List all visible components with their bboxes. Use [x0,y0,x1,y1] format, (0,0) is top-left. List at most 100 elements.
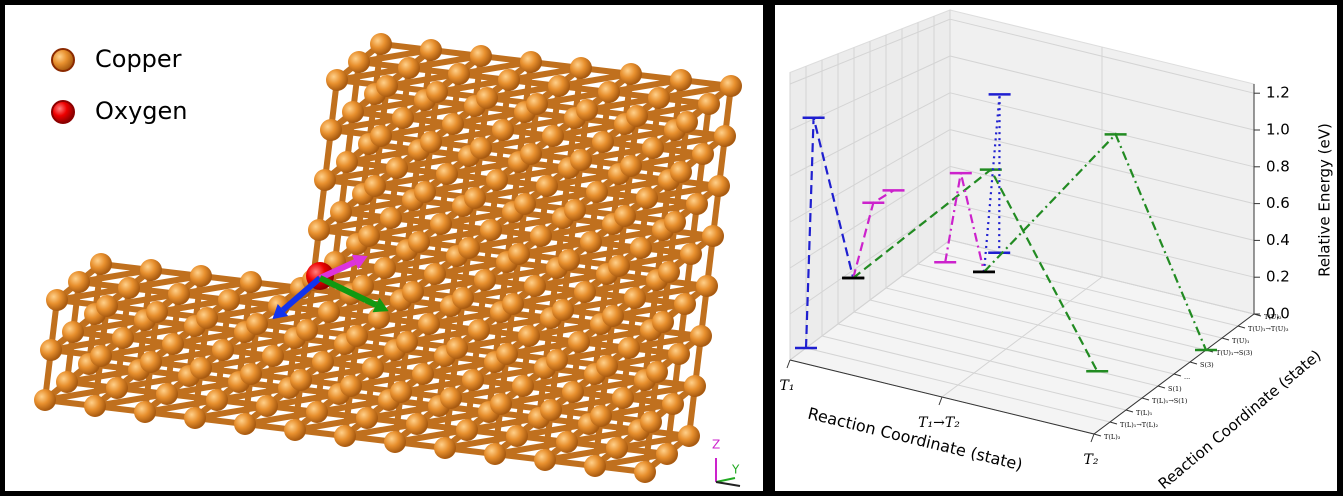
z-tick-label: 1.0 [1266,121,1290,139]
bond [106,291,180,309]
bond [128,273,202,291]
z-tick-label: 0.0 [1266,305,1290,323]
copper-atom [630,237,652,259]
copper-atom [352,275,374,297]
copper-atom [426,81,448,103]
copper-atom [652,311,674,333]
copper-atom [326,69,348,91]
bond [624,201,698,219]
copper-atom [418,313,440,335]
bond [100,341,174,359]
copper-atom [68,271,90,293]
grid-line [837,323,1143,399]
bond [468,233,542,251]
bond [436,77,510,95]
copper-atom [34,389,56,411]
copper-atom [686,193,708,215]
copper-atom [658,261,680,283]
copper-atom [368,307,390,329]
x-tick [786,359,791,369]
bond [506,339,580,357]
bond [316,397,390,415]
copper-atom [396,331,418,353]
legend-marker [51,100,75,124]
arrow-head [351,254,368,270]
arrow-head [372,297,389,313]
bond [358,47,432,65]
bond [150,347,224,365]
copper-atom [284,419,306,441]
legend-label: Copper [95,45,182,73]
copper-atom [514,193,536,215]
legend-label: Oxygen [95,97,188,125]
copper-atom [584,455,606,477]
bond [366,403,440,421]
copper-atom [262,345,284,367]
copper-atom [714,125,736,147]
bond [300,365,374,383]
bond [544,445,618,463]
copper-atom [530,225,552,247]
copper-atom [670,161,692,183]
copper-atom [492,119,514,141]
z-tick-label: 0.2 [1266,268,1290,286]
copper-atom [486,169,508,191]
copper-atom [598,81,620,103]
bond [450,383,524,401]
y-tick [1157,385,1166,389]
x-tick-label: T₂ [1084,452,1099,468]
copper-atom [462,369,484,391]
copper-atom [662,393,684,415]
bond [622,383,696,401]
bond [402,103,476,121]
y-tick-label: T(U)₁→S(3) [1216,349,1253,357]
copper-atom [542,125,564,147]
bond [56,285,130,303]
chart: 0.0 0.2 0.4 0.6 0.8 1.0 1.2 T₁ T₁→T₂ T₂ T(L)₃ T(L)₁… [780,9,1334,493]
bond [144,397,218,415]
copper-atom [312,351,334,373]
copper-atom [506,425,528,447]
bond [222,335,296,353]
copper-atom [648,87,670,109]
bond [536,89,610,107]
bond [72,317,146,335]
bond [550,395,624,413]
copper-atom [392,107,414,129]
copper-atom [558,249,580,271]
grid-line [869,299,1175,375]
y-tick [1189,361,1198,365]
bond [444,433,518,451]
bond [462,283,536,301]
copper-atom [508,243,530,265]
y-tick-label: T(U)₃ [1264,313,1282,321]
copper-atom [680,243,702,265]
bond [612,301,686,319]
copper-atom [414,181,436,203]
bond [328,297,402,315]
bond [394,427,468,445]
copper-atom [496,343,518,365]
copper-atom [106,377,128,399]
bond [66,367,140,385]
bond [558,71,632,89]
copper-atom [296,319,318,341]
y-tick-label: ... [1184,373,1190,381]
copper-atom [212,339,234,361]
bond [478,315,552,333]
copper-atom [96,295,118,317]
x-tick-label: T₁ [780,378,795,394]
bond [562,295,636,313]
copper-atom [424,263,446,285]
bond [194,403,268,421]
copper-atom [646,361,668,383]
y-tick-label: T(L)₁→S(1) [1152,397,1188,405]
y-tick-label: S(1) [1168,385,1182,393]
copper-atom [620,63,642,85]
bond [424,177,498,195]
x-axis [789,359,1095,435]
copper-atom [524,275,546,297]
copper-atom [552,299,574,321]
copper-atom [446,337,468,359]
